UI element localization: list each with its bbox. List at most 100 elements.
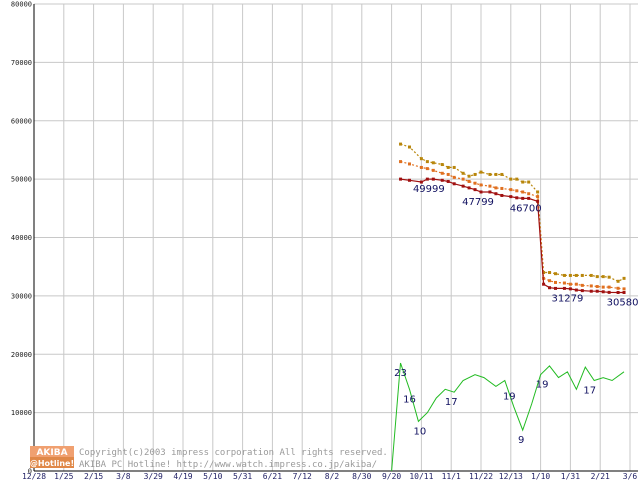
- series-marker-2: [536, 199, 540, 203]
- data-label: 19: [503, 391, 516, 402]
- series-marker-1: [595, 285, 599, 289]
- series-marker-2: [568, 287, 572, 291]
- series-marker-0: [536, 190, 540, 194]
- series-marker-2: [548, 286, 552, 290]
- series-marker-1: [431, 168, 435, 172]
- series-marker-2: [607, 290, 611, 294]
- series-marker-2: [479, 190, 483, 194]
- series-marker-0: [488, 172, 492, 176]
- series-marker-1: [494, 186, 498, 190]
- x-tick-label: 6/21: [263, 472, 282, 480]
- data-label: 31279: [552, 293, 584, 304]
- series-marker-0: [407, 145, 411, 149]
- series-marker-1: [446, 172, 450, 176]
- series-marker-0: [461, 171, 465, 175]
- copyright-line-2: AKIBA PC Hotline! http://www.watch.impre…: [79, 460, 377, 470]
- y-tick-label: 70000: [11, 59, 32, 67]
- series-marker-1: [589, 284, 593, 288]
- y-tick-label: 60000: [11, 117, 32, 125]
- series-marker-2: [452, 182, 456, 186]
- series-marker-2: [399, 177, 403, 181]
- x-tick-label: 12/28: [22, 472, 46, 480]
- x-tick-label: 3/8: [116, 472, 131, 480]
- x-tick-label: 12/13: [499, 472, 523, 480]
- series-marker-1: [419, 165, 423, 169]
- series-marker-0: [500, 172, 504, 176]
- series-marker-2: [407, 178, 411, 182]
- x-tick-label: 11/1: [442, 472, 461, 480]
- x-tick-label: 1/31: [561, 472, 580, 480]
- series-marker-0: [616, 279, 620, 283]
- series-marker-2: [461, 184, 465, 188]
- series-marker-1: [515, 189, 519, 193]
- chart-series: [391, 142, 626, 472]
- series-marker-0: [589, 273, 593, 277]
- series-marker-2: [589, 289, 593, 293]
- series-marker-2: [419, 180, 423, 184]
- series-marker-2: [515, 196, 519, 200]
- data-label: 9: [518, 435, 524, 446]
- footer-watermark: AKIBA @Hotline! Copyright(c)2003 impress…: [30, 446, 388, 470]
- series-marker-0: [509, 177, 513, 181]
- data-label: 10: [414, 426, 427, 437]
- series-marker-0: [399, 142, 403, 146]
- series-marker-1: [467, 179, 471, 183]
- series-marker-2: [467, 186, 471, 190]
- y-tick-label: 0: [28, 468, 32, 476]
- series-marker-0: [574, 273, 578, 277]
- series-marker-2: [494, 192, 498, 196]
- series-marker-2: [488, 190, 492, 194]
- x-tick-label: 2/21: [591, 472, 610, 480]
- series-marker-2: [500, 193, 504, 197]
- series-marker-0: [479, 170, 483, 174]
- series-marker-0: [542, 271, 546, 275]
- x-tick-label: 8/30: [352, 472, 371, 480]
- series-marker-0: [622, 276, 626, 280]
- series-marker-2: [446, 179, 450, 183]
- series-marker-2: [473, 188, 477, 192]
- series-marker-1: [479, 183, 483, 187]
- data-label: 19: [536, 380, 549, 391]
- y-axis-ticks: 0 10000 20000 30000 40000 50000 60000 70000 8000…: [11, 1, 32, 476]
- series-marker-0: [562, 273, 566, 277]
- akiba-logo-bottom-bg: [30, 457, 74, 468]
- akiba-logo-top-bg: [30, 446, 74, 457]
- series-marker-0: [452, 165, 456, 169]
- x-tick-label: 10/11: [409, 472, 433, 480]
- series-marker-0: [425, 160, 429, 164]
- y-tick-label: 30000: [11, 292, 32, 300]
- series-marker-2: [601, 290, 605, 294]
- series-marker-1: [554, 280, 557, 284]
- x-tick-label: 7/12: [293, 472, 312, 480]
- data-label: 49999: [413, 184, 445, 195]
- x-tick-label: 8/2: [325, 472, 340, 480]
- series-marker-2: [595, 289, 599, 293]
- series-marker-2: [431, 177, 435, 181]
- series-marker-1: [622, 287, 626, 291]
- series-marker-0: [601, 275, 605, 279]
- series-marker-1: [536, 195, 540, 199]
- series-marker-1: [527, 192, 531, 196]
- copyright-line-1: Copyright(c)2003 impress corporation All…: [79, 448, 388, 458]
- akiba-logo: AKIBA @Hotline!: [30, 446, 74, 468]
- series-line-1: [400, 161, 625, 290]
- series-marker-2: [574, 288, 578, 292]
- series-marker-0: [527, 180, 531, 184]
- series-marker-0: [580, 273, 584, 277]
- series-marker-1: [616, 286, 620, 290]
- x-tick-label: 5/10: [203, 472, 222, 480]
- series-marker-0: [494, 172, 498, 176]
- series-marker-1: [562, 281, 566, 285]
- series-marker-2: [554, 286, 557, 290]
- series-marker-0: [473, 172, 477, 176]
- series-marker-1: [473, 181, 477, 185]
- x-tick-label: 9/20: [382, 472, 401, 480]
- x-tick-label: 3/6: [623, 472, 638, 480]
- series-marker-2: [509, 195, 513, 199]
- series-marker-1: [548, 279, 552, 283]
- series-marker-1: [399, 160, 403, 164]
- series-marker-0: [515, 177, 519, 181]
- series-marker-0: [568, 273, 572, 277]
- y-tick-label: 50000: [11, 176, 32, 184]
- chart-grid: [33, 3, 638, 472]
